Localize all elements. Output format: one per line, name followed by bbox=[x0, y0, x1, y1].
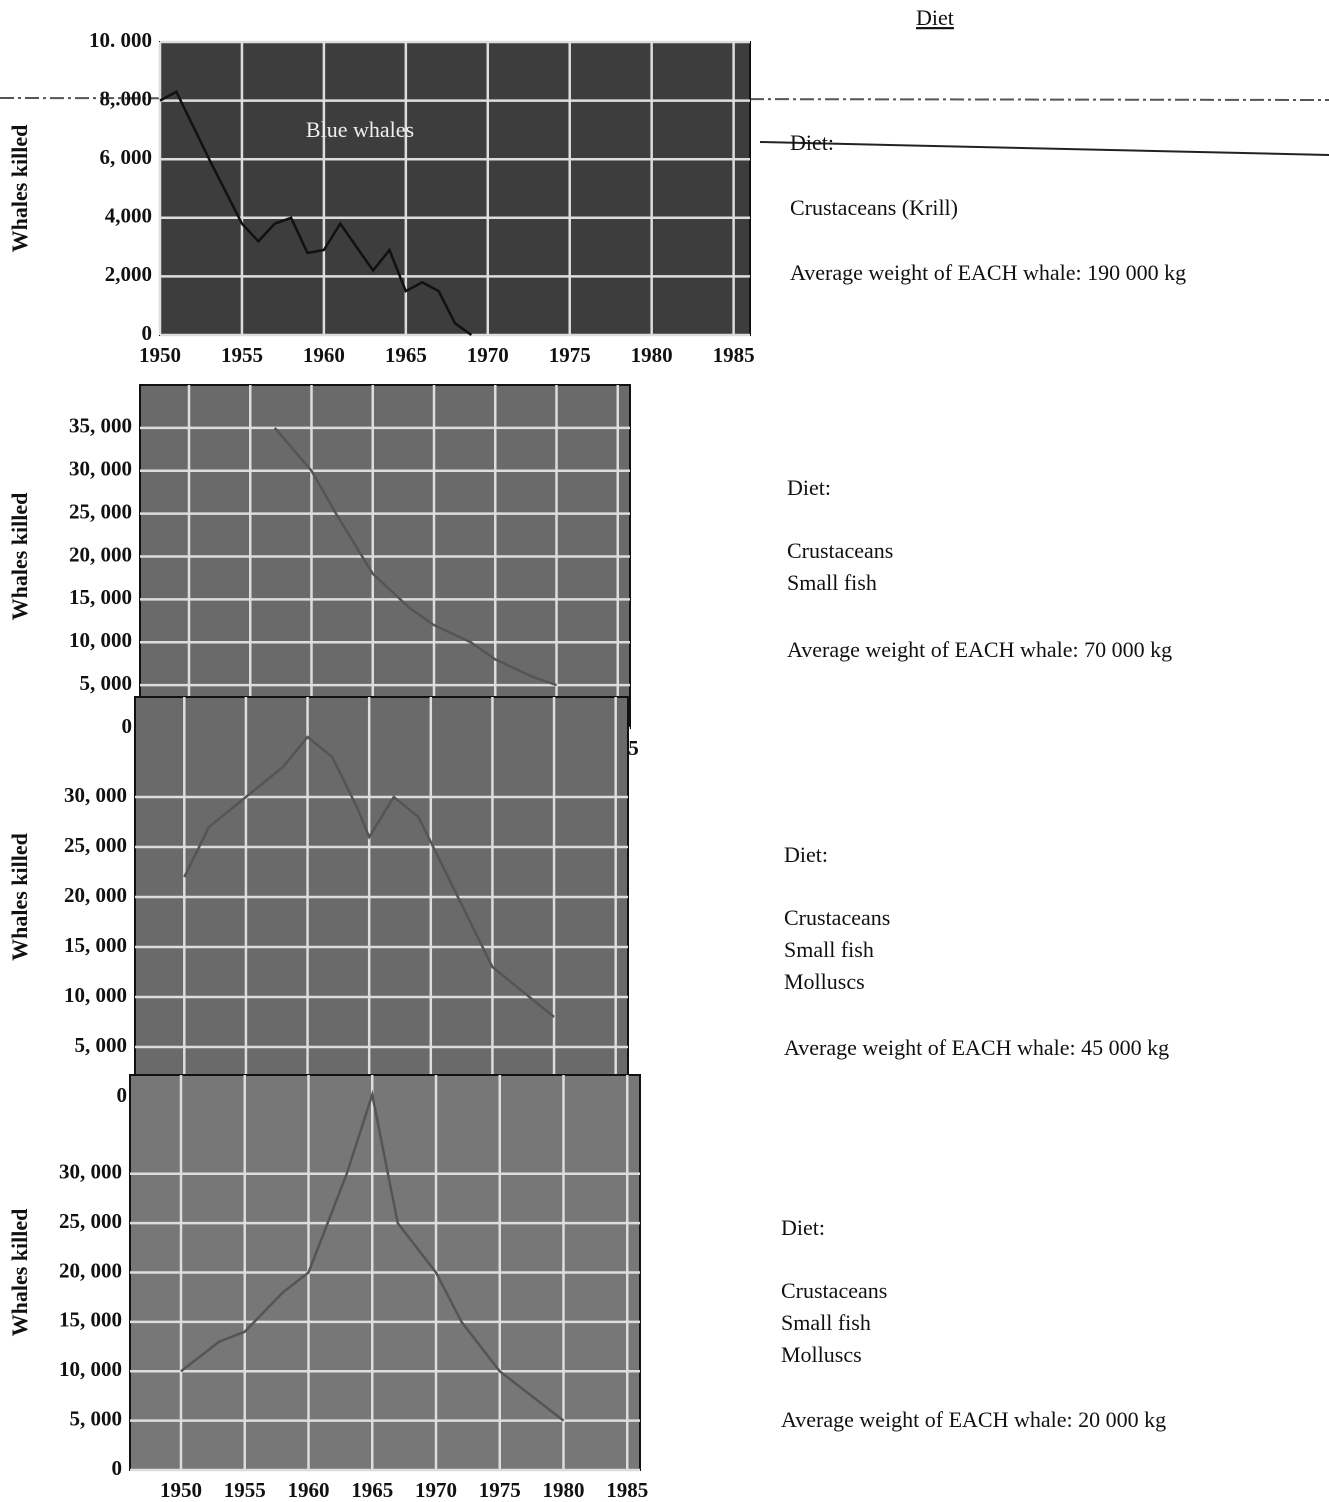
x-tick-label: 1985 bbox=[606, 1478, 648, 1502]
x-tick-label: 1960 bbox=[303, 343, 345, 367]
y-tick-label: 15, 000 bbox=[59, 1308, 122, 1332]
average-weight: Average weight of EACH whale: 45 000 kg bbox=[784, 1035, 1169, 1060]
x-tick-label: 1970 bbox=[415, 1478, 457, 1502]
worksheet: Diet 10. 0008,.0006, 0004,0002,000019501… bbox=[0, 0, 1329, 1502]
y-tick-label: 30, 000 bbox=[69, 457, 132, 481]
diet-item: Molluscs bbox=[781, 1342, 862, 1367]
x-tick-label: 1985 bbox=[713, 343, 755, 367]
y-tick-label: 10, 000 bbox=[69, 628, 132, 652]
diet-item: Small fish bbox=[781, 1310, 871, 1335]
x-tick-label: 1980 bbox=[631, 343, 673, 367]
plot-area bbox=[160, 42, 750, 335]
diet-item: Small fish bbox=[787, 570, 877, 595]
y-tick-label: 15, 000 bbox=[69, 585, 132, 609]
y-axis-label: Whales killed bbox=[7, 125, 32, 253]
y-tick-label: 0 bbox=[122, 714, 133, 738]
y-tick-label: 25, 000 bbox=[59, 1209, 122, 1233]
diet-item: Small fish bbox=[784, 937, 874, 962]
y-tick-label: 10. 000 bbox=[89, 28, 152, 52]
x-tick-label: 1960 bbox=[288, 1478, 330, 1502]
average-weight: Average weight of EACH whale: 20 000 kg bbox=[781, 1407, 1166, 1432]
x-tick-label: 1955 bbox=[224, 1478, 266, 1502]
annotation: Blue whales bbox=[306, 117, 414, 142]
y-tick-label: 0 bbox=[142, 321, 153, 345]
y-tick-label: 20, 000 bbox=[69, 542, 132, 566]
y-tick-label: 35, 000 bbox=[69, 414, 132, 438]
x-tick-label: 1950 bbox=[139, 343, 181, 367]
y-tick-label: 20, 000 bbox=[64, 883, 127, 907]
y-tick-label: 30, 000 bbox=[64, 783, 127, 807]
y-tick-label: 8,.000 bbox=[100, 86, 153, 110]
diet-item: Crustaceans bbox=[784, 905, 890, 930]
y-tick-label: 5, 000 bbox=[80, 671, 133, 695]
diet-label: Diet: bbox=[790, 130, 834, 155]
heading: Diet bbox=[916, 5, 954, 30]
y-tick-label: 10, 000 bbox=[64, 983, 127, 1007]
x-tick-label: 1970 bbox=[467, 343, 509, 367]
x-tick-label: 1950 bbox=[160, 1478, 202, 1502]
y-tick-label: 20, 000 bbox=[59, 1258, 122, 1282]
diet-item: Crustaceans bbox=[787, 538, 893, 563]
diet-item: Crustaceans (Krill) bbox=[790, 195, 958, 220]
y-tick-label: 15, 000 bbox=[64, 933, 127, 957]
y-tick-label: 0 bbox=[117, 1083, 128, 1107]
diet-label: Diet: bbox=[787, 475, 831, 500]
rule bbox=[760, 142, 1329, 155]
diet-label: Diet: bbox=[784, 842, 828, 867]
y-tick-label: 2,000 bbox=[105, 262, 152, 286]
y-tick-label: 5, 000 bbox=[75, 1033, 128, 1057]
y-tick-label: 10, 000 bbox=[59, 1357, 122, 1381]
y-tick-label: 4,000 bbox=[105, 204, 152, 228]
y-tick-label: 25, 000 bbox=[64, 833, 127, 857]
x-tick-label: 1955 bbox=[221, 343, 263, 367]
y-axis-label: Whales killed bbox=[7, 1209, 32, 1337]
x-tick-label: 1965 bbox=[385, 343, 427, 367]
y-tick-label: 5, 000 bbox=[70, 1406, 123, 1430]
x-tick-label: 1980 bbox=[543, 1478, 585, 1502]
diet-item: Crustaceans bbox=[781, 1278, 887, 1303]
x-tick-label: 1975 bbox=[479, 1478, 521, 1502]
y-tick-label: 0 bbox=[112, 1456, 123, 1480]
average-weight: Average weight of EACH whale: 190 000 kg bbox=[790, 260, 1186, 285]
y-tick-label: 6, 000 bbox=[100, 145, 153, 169]
y-axis-label: Whales killed bbox=[7, 493, 32, 621]
diet-label: Diet: bbox=[781, 1215, 825, 1240]
average-weight: Average weight of EACH whale: 70 000 kg bbox=[787, 637, 1172, 662]
y-tick-label: 30, 000 bbox=[59, 1160, 122, 1184]
y-axis-label: Whales killed bbox=[7, 833, 32, 961]
x-tick-label: 1975 bbox=[549, 343, 591, 367]
y-tick-label: 25, 000 bbox=[69, 499, 132, 523]
x-tick-label: 1965 bbox=[351, 1478, 393, 1502]
diet-item: Molluscs bbox=[784, 969, 865, 994]
